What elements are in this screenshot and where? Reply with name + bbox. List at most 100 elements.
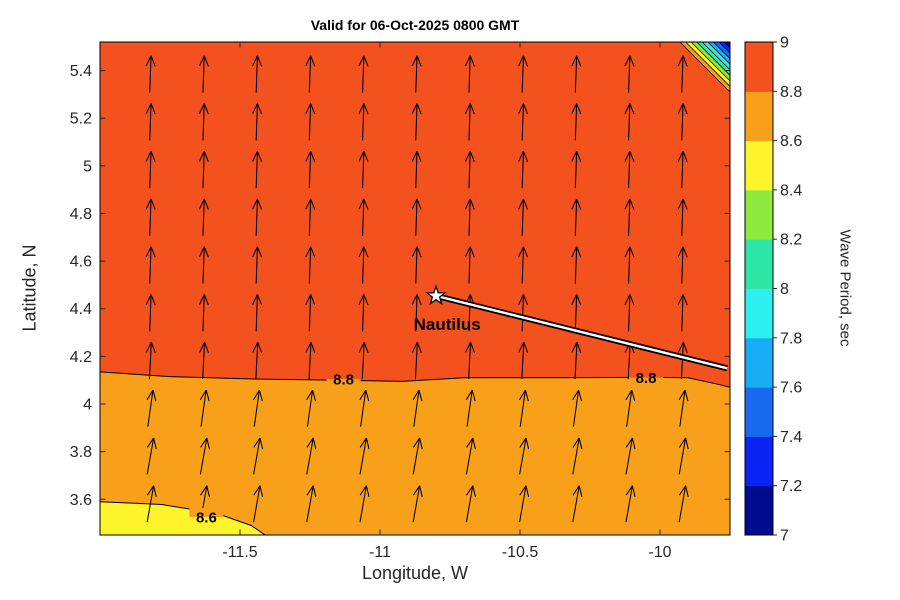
quiver-arrow (199, 437, 210, 475)
colorbar-band (745, 189, 773, 240)
quiver-arrow (306, 437, 317, 475)
colorbar-band (745, 337, 773, 388)
quiver-arrow (465, 389, 476, 427)
y-tick-label: 4 (83, 397, 92, 414)
quiver-arrow (358, 246, 369, 284)
quiver-arrow (358, 198, 369, 236)
quiver-arrow (624, 55, 635, 93)
axes-box (99, 41, 731, 536)
quiver-arrow (571, 198, 582, 236)
quiver-arrow (412, 389, 423, 427)
quiver-arrow (677, 294, 688, 332)
colorbar-band (745, 42, 773, 92)
quiver-arrow (411, 294, 422, 332)
colorbar-tick-label: 7.2 (780, 478, 802, 495)
colorbar-tick-label: 8.4 (780, 182, 802, 199)
quiver-arrow (572, 389, 583, 427)
quiver-arrow (358, 294, 369, 332)
quiver-arrow (412, 437, 423, 475)
quiver-arrow (625, 437, 636, 475)
quiver-arrow (145, 246, 156, 284)
contour-line-8-8 (99, 371, 731, 388)
quiver-arrow (677, 341, 688, 380)
quiver-arrow (359, 485, 370, 523)
quiver-arrow (358, 341, 369, 380)
contour-label-gap (189, 517, 224, 527)
colorbar-band (745, 436, 773, 487)
quiver-arrow (146, 485, 157, 523)
quiver-arrow (624, 294, 635, 332)
colorbar-tick-label: 7 (780, 528, 789, 545)
quiver-arrow (305, 341, 316, 380)
quiver-arrow (252, 150, 263, 189)
quiver-arrow (677, 246, 688, 284)
quiver-arrow (146, 437, 157, 475)
quiver-arrow (518, 55, 529, 93)
chart-title: Valid for 06-Oct-2025 0800 GMT (310, 17, 520, 33)
y-axis-label: Latitude, N (19, 244, 40, 332)
quiver-arrow (253, 485, 264, 523)
quiver-arrow (465, 341, 476, 380)
quiver-arrow (518, 341, 529, 380)
quiver-arrow (306, 389, 317, 427)
quiver-arrow (305, 294, 316, 332)
colorbar-band (745, 387, 773, 437)
quiver-arrow (252, 55, 263, 93)
quiver-arrow (198, 150, 209, 189)
quiver-arrow (411, 341, 422, 380)
corner-contour-line (690, 41, 731, 82)
quiver-arrow (145, 150, 156, 189)
quiver-arrow (145, 55, 156, 93)
x-tick-label: -11.5 (222, 544, 257, 561)
quiver-arrow (518, 103, 529, 141)
colorbar-tick-label: 8 (780, 281, 789, 298)
nautilus-label: Nautilus (414, 315, 481, 334)
y-tick-label: 4.2 (70, 349, 92, 366)
contour-label: 8.6 (196, 510, 217, 527)
quiver-arrow (199, 341, 210, 380)
quiver-arrow (678, 437, 689, 475)
corner-contour-line (718, 41, 731, 54)
quiver-arrow (306, 485, 317, 523)
corner-contour-line (685, 41, 731, 87)
quiver-arrow (305, 103, 316, 141)
quiver-arrow (464, 103, 475, 141)
quiver-arrow (411, 55, 422, 93)
quiver-arrow (252, 246, 263, 284)
quiver-arrow (252, 103, 263, 141)
quiver-arrow (411, 198, 422, 236)
quiver-arrow (464, 198, 475, 236)
quiver-arrow (305, 55, 316, 93)
y-tick-label: 3.8 (70, 444, 92, 461)
quiver-arrow (198, 198, 209, 236)
quiver-arrow (518, 246, 529, 284)
quiver-arrow (358, 103, 369, 141)
y-tick-label: 5.2 (70, 111, 92, 128)
colorbar-label: Wave Period, sec (836, 229, 854, 347)
quiver-arrow (571, 341, 582, 380)
quiver-arrow (358, 150, 369, 189)
quiver-arrow (464, 55, 475, 93)
quiver-arrow (199, 389, 210, 427)
quiver-arrow (678, 485, 689, 523)
quiver-arrow (677, 55, 688, 93)
quiver-arrow (677, 150, 688, 189)
quiver-arrow (624, 150, 635, 189)
quiver-arrow (571, 294, 582, 332)
colorbar-tick-label: 9 (780, 35, 789, 52)
quiver-arrow (571, 246, 582, 284)
colorbar-tick-label: 7.8 (780, 330, 802, 347)
corner-contour-line (696, 41, 731, 76)
quiver-arrow (198, 103, 209, 141)
quiver-arrow (358, 55, 369, 93)
x-tick-label: -11 (369, 544, 391, 561)
corner-contour-line (707, 41, 731, 65)
vessel-track (435, 294, 728, 370)
quiver-arrow (624, 198, 635, 236)
quiver-arrow (518, 198, 529, 236)
colorbar-band (745, 239, 773, 289)
quiver-arrow (519, 437, 530, 475)
region-band-8-4 (100, 501, 266, 535)
